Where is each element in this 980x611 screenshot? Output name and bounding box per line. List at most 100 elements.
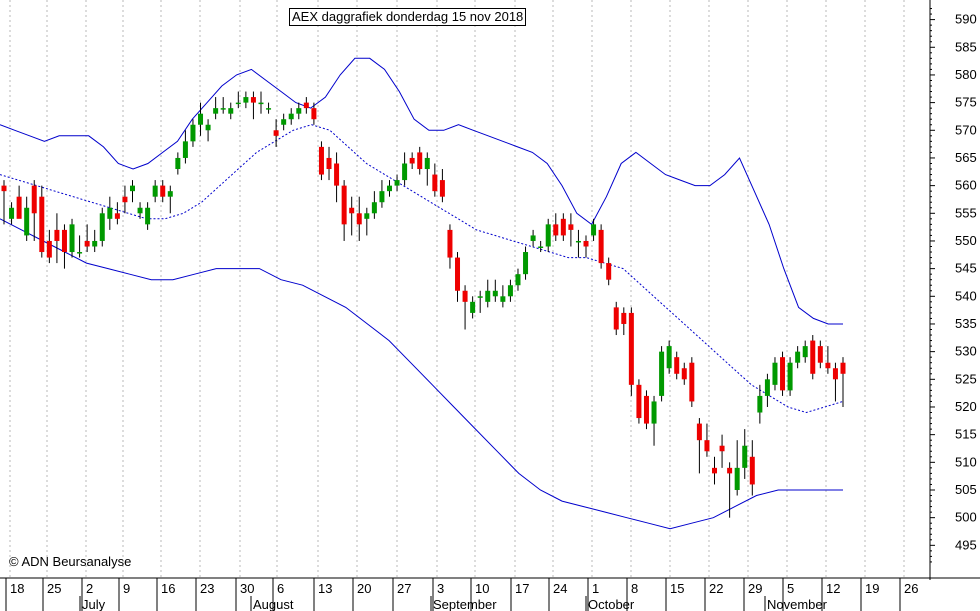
candle-up bbox=[507, 285, 513, 297]
x-day-label: 2 bbox=[86, 581, 93, 596]
y-tick-label: 555 bbox=[955, 205, 977, 220]
x-day-label: 27 bbox=[397, 581, 411, 596]
x-day-label: 5 bbox=[787, 581, 794, 596]
x-month-label: November bbox=[767, 597, 828, 611]
x-day-label: 1 bbox=[592, 581, 599, 596]
candle-up bbox=[477, 296, 483, 298]
candle-up bbox=[764, 379, 770, 396]
y-tick-label: 570 bbox=[955, 122, 977, 137]
candle-down bbox=[712, 467, 718, 474]
candle-down bbox=[689, 362, 695, 402]
candle-up bbox=[666, 346, 672, 369]
candle-down bbox=[704, 440, 710, 452]
x-day-label: 26 bbox=[904, 581, 918, 596]
candle-up bbox=[288, 113, 294, 120]
x-day-label: 16 bbox=[161, 581, 175, 596]
candle-down bbox=[780, 357, 786, 391]
y-tick-label: 545 bbox=[955, 261, 977, 276]
candle-down bbox=[273, 130, 279, 136]
candle-down bbox=[583, 240, 589, 247]
candle-up bbox=[24, 207, 30, 236]
x-day-label: 12 bbox=[826, 581, 840, 596]
candle-up bbox=[77, 252, 83, 254]
candle-down bbox=[606, 263, 612, 280]
candle-down bbox=[39, 196, 45, 253]
candle-down bbox=[409, 157, 415, 164]
x-day-label: 19 bbox=[865, 581, 879, 596]
candle-up bbox=[107, 207, 113, 219]
candle-up bbox=[394, 180, 400, 186]
candle-up bbox=[379, 191, 385, 203]
candle-up bbox=[795, 351, 801, 363]
candle-up bbox=[492, 290, 498, 297]
x-day-label: 20 bbox=[357, 581, 371, 596]
candle-down bbox=[326, 157, 332, 170]
x-day-label: 18 bbox=[10, 581, 24, 596]
x-day-label: 24 bbox=[553, 581, 567, 596]
y-tick-label: 535 bbox=[955, 316, 977, 331]
candle-up bbox=[137, 207, 143, 214]
lower-band-line bbox=[0, 218, 843, 530]
vertical-gridlines bbox=[0, 0, 980, 580]
y-tick-label: 530 bbox=[955, 344, 977, 359]
x-day-label: 22 bbox=[709, 581, 723, 596]
x-month-label: July bbox=[82, 597, 106, 611]
y-tick-label: 525 bbox=[955, 371, 977, 386]
y-tick-label: 540 bbox=[955, 288, 977, 303]
candle-up bbox=[145, 207, 151, 225]
x-day-label: 10 bbox=[475, 581, 489, 596]
y-tick-label: 565 bbox=[955, 150, 977, 165]
candle-up bbox=[281, 119, 287, 125]
y-tick-label: 580 bbox=[955, 67, 977, 82]
candle-down bbox=[84, 240, 90, 247]
x-day-label: 23 bbox=[200, 581, 214, 596]
candle-up bbox=[523, 252, 529, 275]
y-tick-label: 495 bbox=[955, 537, 977, 552]
candle-down bbox=[643, 395, 649, 424]
candle-up bbox=[538, 246, 544, 248]
candle-up bbox=[205, 124, 211, 131]
candle-up bbox=[175, 157, 181, 170]
candle-down bbox=[636, 384, 642, 419]
candle-down bbox=[16, 196, 22, 219]
candle-down bbox=[840, 362, 846, 374]
candle-down bbox=[349, 207, 355, 214]
candle-up bbox=[500, 296, 506, 302]
candle-up bbox=[99, 213, 105, 241]
candle-up bbox=[129, 185, 135, 192]
candle-up bbox=[530, 235, 536, 241]
chart-title: AEX daggrafiek donderdag 15 nov 2018 bbox=[289, 8, 527, 26]
x-day-label: 13 bbox=[318, 581, 332, 596]
y-tick-label: 575 bbox=[955, 95, 977, 110]
candle-down bbox=[719, 445, 725, 452]
x-day-label: 8 bbox=[631, 581, 638, 596]
x-day-label: 30 bbox=[240, 581, 254, 596]
candle-up bbox=[371, 202, 377, 214]
candle-down bbox=[613, 307, 619, 330]
x-day-label: 25 bbox=[47, 581, 61, 596]
candle-up bbox=[787, 362, 793, 391]
candle-up bbox=[182, 141, 188, 158]
candle-up bbox=[659, 351, 665, 396]
candle-down bbox=[447, 229, 453, 258]
candle-down bbox=[817, 346, 823, 363]
candle-up bbox=[266, 108, 272, 110]
candle-up bbox=[424, 157, 430, 170]
candle-down bbox=[810, 340, 816, 374]
candle-up bbox=[575, 240, 581, 243]
y-tick-label: 500 bbox=[955, 510, 977, 525]
candle-down bbox=[114, 213, 120, 219]
candle-down bbox=[439, 180, 445, 197]
candle-up bbox=[220, 108, 226, 110]
candle-up bbox=[190, 124, 196, 142]
x-month-label: September bbox=[433, 597, 497, 611]
candle-down bbox=[462, 290, 468, 302]
candle-down bbox=[674, 357, 680, 374]
candle-up bbox=[198, 113, 204, 125]
candle-down bbox=[455, 257, 461, 291]
candle-up bbox=[485, 290, 491, 302]
candle-down bbox=[696, 423, 702, 441]
candle-down bbox=[303, 102, 309, 109]
candle-up bbox=[470, 301, 476, 313]
x-day-label: 6 bbox=[277, 581, 284, 596]
